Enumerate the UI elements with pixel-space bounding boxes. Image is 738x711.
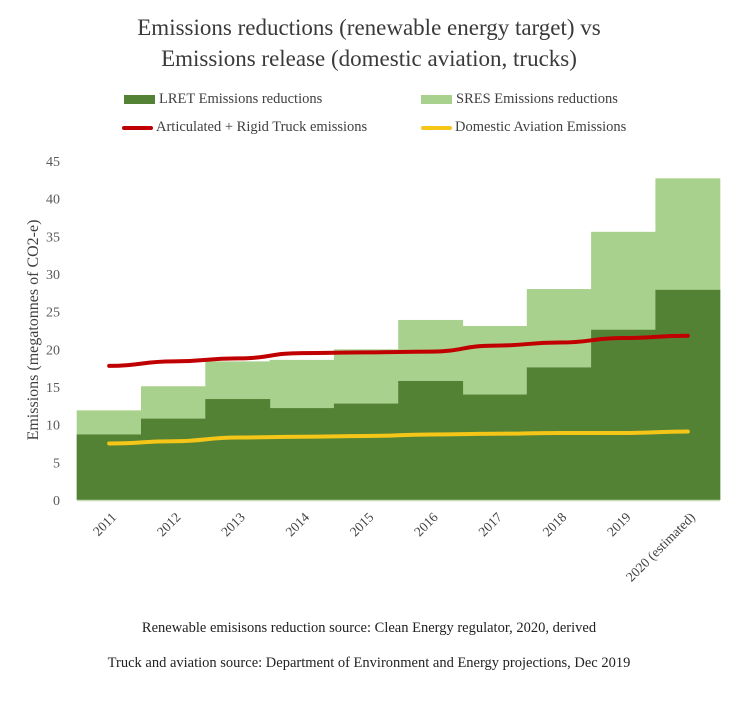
x-tick-label-2016: 2016	[411, 509, 441, 539]
areas-layer	[76, 178, 721, 502]
legend-swatch-sres	[421, 95, 452, 104]
footnote-truck-aviation-source: Truck and aviation source: Department of…	[107, 655, 631, 671]
x-tick-label-2015: 2015	[347, 509, 377, 539]
lret-area-column-2016	[398, 380, 464, 500]
lret-area-column-2014	[269, 408, 335, 500]
x-tick-label-2019: 2019	[604, 509, 634, 539]
x-tick-label-2018: 2018	[540, 509, 570, 539]
chart-title: Emissions reductions (renewable energy t…	[0, 12, 738, 74]
chart-title-line-2: Emissions release (domestic aviation, tr…	[161, 46, 577, 71]
y-tick-label-40: 40	[46, 193, 60, 208]
x-tick-label-2013: 2013	[218, 509, 248, 539]
y-tick-label-35: 35	[46, 230, 60, 245]
chart-title-line-1: Emissions reductions (renewable energy t…	[137, 15, 601, 40]
aviation-emissions-line	[107, 429, 690, 446]
y-axis-ticks: 0 5 10 15 20 25 30 35 40 45	[46, 155, 60, 509]
legend-label-lret: LRET Emissions reductions	[159, 91, 323, 107]
legend-swatch-truck	[122, 125, 153, 130]
x-tick-label-2011: 2011	[90, 510, 119, 539]
y-axis-label: Emissions (megatonnes of CO2-e)	[25, 220, 42, 441]
legend-item-aviation: Domestic Aviation Emissions	[421, 119, 626, 136]
lret-area-column-2020	[655, 289, 721, 500]
legend-label-sres: SRES Emissions reductions	[456, 91, 618, 107]
x-tick-label-2012: 2012	[154, 510, 184, 540]
y-tick-label-0: 0	[53, 494, 60, 509]
x-tick-label-2020: 2020 (estimated)	[623, 510, 698, 585]
y-tick-label-30: 30	[46, 268, 60, 283]
lret-area-column-2013	[205, 399, 271, 500]
legend-item-truck: Articulated + Rigid Truck emissions	[122, 119, 367, 136]
legend-label-truck: Articulated + Rigid Truck emissions	[156, 119, 368, 135]
y-tick-label-25: 25	[46, 306, 60, 321]
footnote-renewable-source: Renewable emisisons reduction source: Cl…	[141, 620, 597, 636]
lines-layer	[107, 333, 690, 446]
legend-label-aviation: Domestic Aviation Emissions	[455, 119, 627, 135]
x-tick-label-2017: 2017	[475, 509, 505, 539]
lret-area-column-2019	[591, 329, 656, 500]
legend-item-sres: SRES Emissions reductions	[421, 91, 618, 108]
y-tick-label-15: 15	[46, 381, 60, 396]
y-tick-label-10: 10	[46, 419, 60, 434]
legend-item-lret: LRET Emissions reductions	[124, 91, 322, 108]
lret-area-column-2017	[462, 394, 528, 500]
legend-swatch-aviation	[421, 125, 452, 130]
truck-emissions-line	[107, 333, 690, 368]
y-tick-label-45: 45	[46, 155, 60, 170]
lret-area-column-2012	[141, 418, 206, 500]
x-tick-label-2014: 2014	[282, 509, 312, 539]
legend-swatch-lret	[124, 95, 155, 104]
lret-area-column-2015	[333, 403, 399, 500]
y-tick-label-5: 5	[53, 456, 60, 471]
y-tick-label-20: 20	[46, 343, 60, 358]
x-axis-ticks: 2011 2012 2013 2014 2015 2016 2017 2018 20192020…	[90, 509, 698, 584]
